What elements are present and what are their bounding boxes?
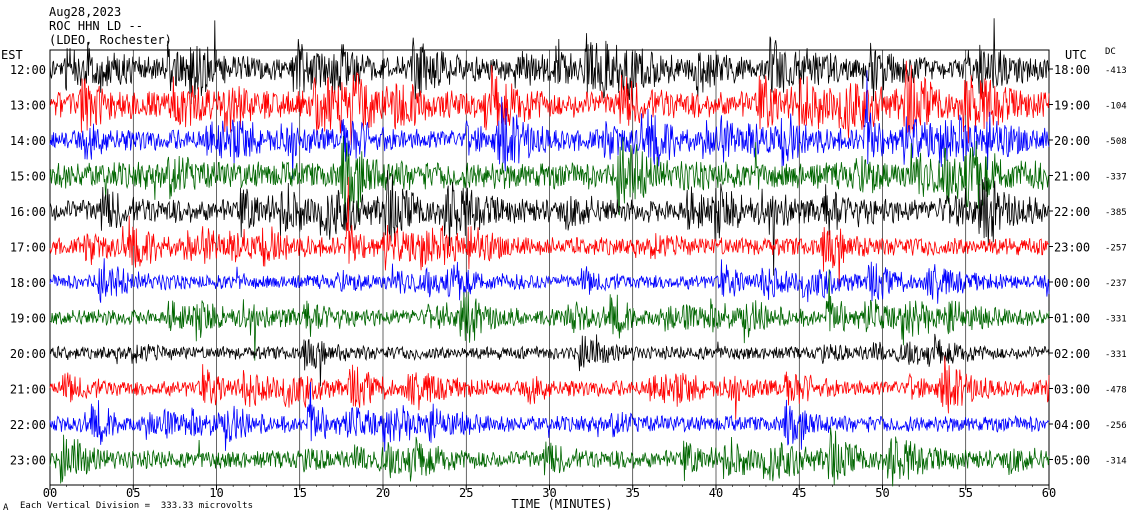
est-hour-label: 15:00 [10, 170, 46, 184]
seismic-trace [49, 381, 1050, 452]
est-hour-label: 20:00 [10, 347, 46, 361]
utc-hour-label: 21:00 [1054, 170, 1090, 184]
est-hour-label: 12:00 [10, 63, 46, 77]
x-axis-title: TIME (MINUTES) [511, 497, 612, 511]
x-tick-label: 55 [959, 486, 973, 500]
seismic-trace [49, 333, 1050, 387]
utc-hour-label: 02:00 [1054, 347, 1090, 361]
seismic-trace [49, 18, 1050, 105]
left-timezone-label: EST [1, 48, 23, 62]
chart-station: ROC HHN LD -- [49, 19, 143, 33]
est-hour-label: 18:00 [10, 276, 46, 290]
utc-hour-label: 23:00 [1054, 241, 1090, 255]
x-tick-label: 25 [459, 486, 473, 500]
est-hour-label: 23:00 [10, 454, 46, 468]
dc-offset-label: -314 [1105, 457, 1127, 467]
est-hour-label: 21:00 [10, 383, 46, 397]
dc-offset-label: -508 [1105, 137, 1127, 147]
logo-mark: A [3, 503, 9, 513]
seismic-trace [49, 176, 1050, 288]
dc-offset-label: -413 [1105, 66, 1127, 76]
x-tick-label: 40 [709, 486, 723, 500]
dc-offset-label: -257 [1105, 244, 1127, 254]
dc-offset-label: -237 [1105, 279, 1127, 289]
est-hour-label: 13:00 [10, 99, 46, 113]
right-timezone-label: UTC [1065, 48, 1087, 62]
chart-date: Aug28,2023 [49, 5, 122, 19]
est-hour-label: 14:00 [10, 134, 46, 148]
dc-offset-label: -331 [1105, 315, 1127, 325]
seismic-trace [49, 269, 1050, 361]
utc-hour-label: 22:00 [1054, 205, 1090, 219]
utc-hour-label: 18:00 [1054, 63, 1090, 77]
x-tick-label: 50 [875, 486, 889, 500]
x-tick-label: 10 [209, 486, 223, 500]
dc-header: DC [1105, 47, 1116, 57]
dc-offset-label: -256 [1105, 421, 1127, 431]
dc-offset-label: -331 [1105, 350, 1127, 360]
dc-offset-label: -385 [1105, 208, 1127, 218]
x-tick-label: 00 [43, 486, 57, 500]
utc-hour-label: 03:00 [1054, 383, 1090, 397]
seismic-trace [49, 258, 1050, 304]
x-tick-label: 05 [126, 486, 140, 500]
est-hour-label: 19:00 [10, 312, 46, 326]
utc-hour-label: 05:00 [1054, 454, 1090, 468]
seismic-trace [49, 70, 1050, 179]
x-tick-label: 20 [376, 486, 390, 500]
utc-hour-label: 04:00 [1054, 418, 1090, 432]
utc-hour-label: 01:00 [1054, 312, 1090, 326]
x-tick-label: 35 [626, 486, 640, 500]
x-tick-label: 15 [293, 486, 307, 500]
seismic-trace [49, 135, 1050, 222]
dc-offset-label: -104 [1105, 102, 1127, 112]
seismic-trace [49, 60, 1050, 146]
seismic-trace [49, 170, 1050, 276]
chart-network: (LDEO, Rochester) [49, 33, 172, 47]
est-hour-label: 22:00 [10, 418, 46, 432]
dc-offset-label: -337 [1105, 173, 1127, 183]
dc-offset-label: -478 [1105, 386, 1127, 396]
scale-note: Each Vertical Division = 333.33 microvol… [20, 501, 253, 511]
est-hour-label: 17:00 [10, 241, 46, 255]
utc-hour-label: 00:00 [1054, 276, 1090, 290]
utc-hour-label: 19:00 [1054, 99, 1090, 113]
x-tick-label: 30 [542, 486, 556, 500]
utc-hour-label: 20:00 [1054, 134, 1090, 148]
x-tick-label: 45 [792, 486, 806, 500]
seismic-trace [49, 427, 1050, 487]
est-hour-label: 16:00 [10, 205, 46, 219]
x-tick-label: 60 [1042, 486, 1056, 500]
seismic-trace [49, 356, 1050, 420]
